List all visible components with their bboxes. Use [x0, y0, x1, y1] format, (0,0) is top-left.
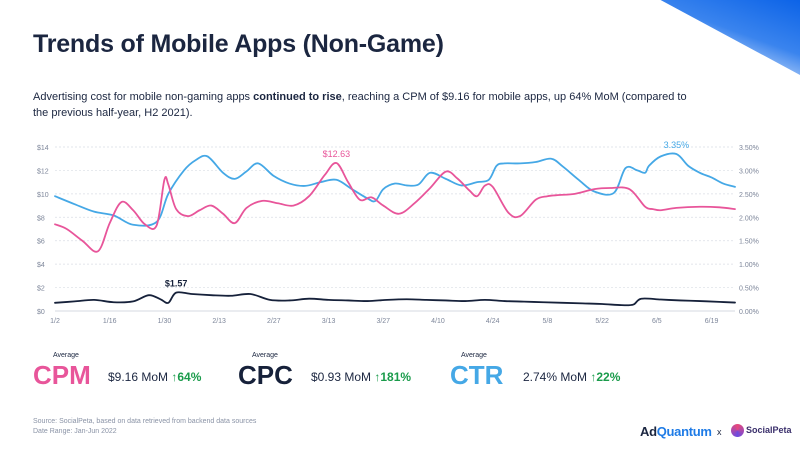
right-axis-tick-label: 3.50% [739, 145, 759, 152]
metric-cpm-name: CPM [33, 360, 91, 390]
ctr-peak-label: 3.35% [664, 140, 690, 150]
cpm-peak-label: $12.63 [323, 149, 351, 159]
x-axis-tick-label: 5/22 [595, 318, 609, 325]
x-axis-tick-label: 6/5 [652, 318, 662, 325]
x-axis-tick-label: 3/27 [376, 318, 390, 325]
metric-ctr-value-text: 2.74% MoM [523, 370, 588, 384]
x-axis-tick-label: 6/19 [705, 318, 719, 325]
cpc-peak-label: $1.57 [165, 279, 188, 289]
metric-cpm-change: ↑64% [171, 370, 202, 384]
x-axis-tick-label: 5/8 [543, 318, 553, 325]
x-axis-tick-label: 4/24 [486, 318, 500, 325]
right-axis-tick-label: 2.50% [739, 192, 759, 199]
adquantum-logo: AdQuantum [640, 424, 712, 439]
left-axis-tick-label: $10 [37, 192, 49, 199]
page-title: Trends of Mobile Apps (Non-Game) [33, 30, 444, 58]
socialpeta-logo-text: SocialPeta [746, 425, 792, 435]
x-axis-tick-label: 2/27 [267, 318, 281, 325]
x-axis-tick-label: 1/2 [50, 318, 60, 325]
metric-ctr-change: ↑22% [590, 370, 621, 384]
description-emphasis: continued to rise [253, 91, 342, 103]
metric-cpc-name: CPC [238, 360, 293, 390]
metric-cpc-value-text: $0.93 MoM [311, 370, 372, 384]
x-axis-tick-label: 4/10 [431, 318, 445, 325]
x-axis-tick-label: 2/13 [212, 318, 226, 325]
left-axis-tick-label: $0 [37, 309, 45, 316]
adquantum-logo-b: Quantum [656, 424, 712, 439]
description-part2: , reaching a CPM of $9.16 for mobile app… [33, 91, 687, 119]
right-axis-tick-label: 1.50% [739, 239, 759, 246]
socialpeta-mark-icon [731, 424, 744, 437]
right-axis-tick-label: 2.00% [739, 215, 759, 222]
adquantum-logo-a: Ad [640, 424, 657, 439]
metric-ctr-value: 2.74% MoM ↑22% [523, 370, 620, 384]
ctr-series-line [54, 152, 736, 227]
left-axis-tick-label: $12 [37, 168, 49, 175]
left-axis-tick-label: $14 [37, 145, 49, 152]
cpc-series-line [54, 291, 736, 307]
source-note: Source: SocialPeta, based on data retrie… [33, 417, 256, 437]
cpm-series-line [54, 162, 736, 253]
right-axis-tick-label: 3.00% [739, 168, 759, 175]
metric-ctr-average-label: Average [461, 352, 487, 359]
description: Advertising cost for mobile non-gaming a… [33, 89, 693, 121]
metric-cpc-change: ↑181% [374, 370, 412, 384]
metric-cpc-value: $0.93 MoM ↑181% [311, 370, 411, 384]
metric-cpm-value-text: $9.16 MoM [108, 370, 169, 384]
right-axis-tick-label: 0.00% [739, 309, 759, 316]
right-axis-tick-label: 0.50% [739, 286, 759, 293]
description-part1: Advertising cost for mobile non-gaming a… [33, 91, 254, 103]
socialpeta-logo: SocialPeta [731, 423, 792, 439]
metric-cpm-average-label: Average [53, 352, 79, 359]
metric-cpc-average-label: Average [252, 352, 278, 359]
left-axis-tick-label: $2 [37, 286, 45, 293]
source-line: Source: SocialPeta, based on data retrie… [33, 418, 257, 425]
left-axis-tick-label: $4 [37, 262, 45, 269]
x-axis-tick-label: 1/16 [103, 318, 117, 325]
date-range-line: Date Range: Jan-Jun 2022 [33, 428, 117, 435]
metric-cpm-value: $9.16 MoM ↑64% [108, 370, 201, 384]
x-axis-tick-label: 1/30 [158, 318, 172, 325]
logo-separator: x [717, 427, 722, 437]
x-axis-tick-label: 3/13 [322, 318, 336, 325]
left-axis-tick-label: $6 [37, 239, 45, 246]
right-axis-tick-label: 1.00% [739, 262, 759, 269]
left-axis-tick-label: $8 [37, 215, 45, 222]
trends-chart: $0 $2 $4 $6 $8 $10 $12 $14 0.00% 0.50% 1.00% 1.50% 2… [37, 140, 759, 325]
metric-ctr-name: CTR [450, 360, 504, 390]
